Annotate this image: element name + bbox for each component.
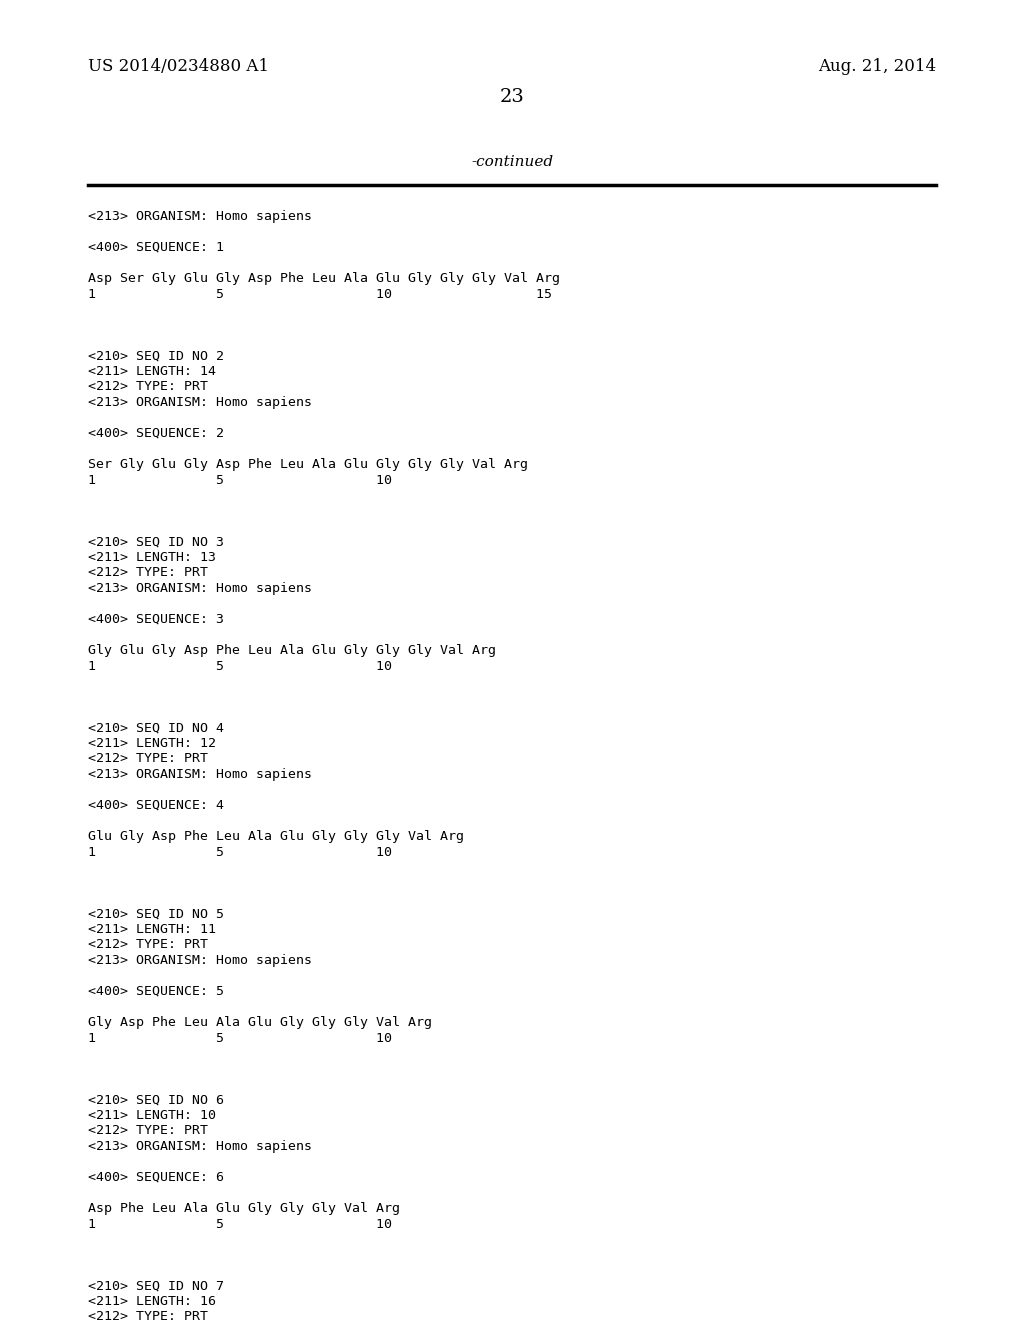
Text: <213> ORGANISM: Homo sapiens: <213> ORGANISM: Homo sapiens	[88, 210, 312, 223]
Text: <400> SEQUENCE: 3: <400> SEQUENCE: 3	[88, 612, 224, 626]
Text: Asp Ser Gly Glu Gly Asp Phe Leu Ala Glu Gly Gly Gly Val Arg: Asp Ser Gly Glu Gly Asp Phe Leu Ala Glu …	[88, 272, 560, 285]
Text: <211> LENGTH: 11: <211> LENGTH: 11	[88, 923, 216, 936]
Text: <211> LENGTH: 16: <211> LENGTH: 16	[88, 1295, 216, 1308]
Text: <211> LENGTH: 10: <211> LENGTH: 10	[88, 1109, 216, 1122]
Text: -continued: -continued	[471, 154, 553, 169]
Text: <210> SEQ ID NO 6: <210> SEQ ID NO 6	[88, 1093, 224, 1106]
Text: <400> SEQUENCE: 2: <400> SEQUENCE: 2	[88, 426, 224, 440]
Text: <210> SEQ ID NO 7: <210> SEQ ID NO 7	[88, 1279, 224, 1292]
Text: 1               5                   10: 1 5 10	[88, 474, 392, 487]
Text: 1               5                   10: 1 5 10	[88, 1217, 392, 1230]
Text: <212> TYPE: PRT: <212> TYPE: PRT	[88, 380, 208, 393]
Text: <212> TYPE: PRT: <212> TYPE: PRT	[88, 1311, 208, 1320]
Text: 1               5                   10: 1 5 10	[88, 660, 392, 672]
Text: <211> LENGTH: 14: <211> LENGTH: 14	[88, 366, 216, 378]
Text: <213> ORGANISM: Homo sapiens: <213> ORGANISM: Homo sapiens	[88, 954, 312, 968]
Text: <400> SEQUENCE: 1: <400> SEQUENCE: 1	[88, 242, 224, 253]
Text: <213> ORGANISM: Homo sapiens: <213> ORGANISM: Homo sapiens	[88, 768, 312, 781]
Text: <210> SEQ ID NO 5: <210> SEQ ID NO 5	[88, 908, 224, 920]
Text: <212> TYPE: PRT: <212> TYPE: PRT	[88, 939, 208, 952]
Text: <400> SEQUENCE: 4: <400> SEQUENCE: 4	[88, 799, 224, 812]
Text: <210> SEQ ID NO 2: <210> SEQ ID NO 2	[88, 350, 224, 363]
Text: Gly Glu Gly Asp Phe Leu Ala Glu Gly Gly Gly Val Arg: Gly Glu Gly Asp Phe Leu Ala Glu Gly Gly …	[88, 644, 496, 657]
Text: Glu Gly Asp Phe Leu Ala Glu Gly Gly Gly Val Arg: Glu Gly Asp Phe Leu Ala Glu Gly Gly Gly …	[88, 830, 464, 843]
Text: Aug. 21, 2014: Aug. 21, 2014	[818, 58, 936, 75]
Text: Ser Gly Glu Gly Asp Phe Leu Ala Glu Gly Gly Gly Val Arg: Ser Gly Glu Gly Asp Phe Leu Ala Glu Gly …	[88, 458, 528, 471]
Text: <210> SEQ ID NO 3: <210> SEQ ID NO 3	[88, 536, 224, 549]
Text: <400> SEQUENCE: 5: <400> SEQUENCE: 5	[88, 985, 224, 998]
Text: 1               5                   10                  15: 1 5 10 15	[88, 288, 552, 301]
Text: US 2014/0234880 A1: US 2014/0234880 A1	[88, 58, 269, 75]
Text: <400> SEQUENCE: 6: <400> SEQUENCE: 6	[88, 1171, 224, 1184]
Text: Asp Phe Leu Ala Glu Gly Gly Gly Val Arg: Asp Phe Leu Ala Glu Gly Gly Gly Val Arg	[88, 1203, 400, 1214]
Text: 23: 23	[500, 88, 524, 106]
Text: <212> TYPE: PRT: <212> TYPE: PRT	[88, 566, 208, 579]
Text: <212> TYPE: PRT: <212> TYPE: PRT	[88, 752, 208, 766]
Text: <213> ORGANISM: Homo sapiens: <213> ORGANISM: Homo sapiens	[88, 1140, 312, 1152]
Text: <213> ORGANISM: Homo sapiens: <213> ORGANISM: Homo sapiens	[88, 396, 312, 409]
Text: <211> LENGTH: 13: <211> LENGTH: 13	[88, 550, 216, 564]
Text: <212> TYPE: PRT: <212> TYPE: PRT	[88, 1125, 208, 1138]
Text: Gly Asp Phe Leu Ala Glu Gly Gly Gly Val Arg: Gly Asp Phe Leu Ala Glu Gly Gly Gly Val …	[88, 1016, 432, 1030]
Text: 1               5                   10: 1 5 10	[88, 846, 392, 858]
Text: <211> LENGTH: 12: <211> LENGTH: 12	[88, 737, 216, 750]
Text: <213> ORGANISM: Homo sapiens: <213> ORGANISM: Homo sapiens	[88, 582, 312, 595]
Text: 1               5                   10: 1 5 10	[88, 1031, 392, 1044]
Text: <210> SEQ ID NO 4: <210> SEQ ID NO 4	[88, 722, 224, 734]
